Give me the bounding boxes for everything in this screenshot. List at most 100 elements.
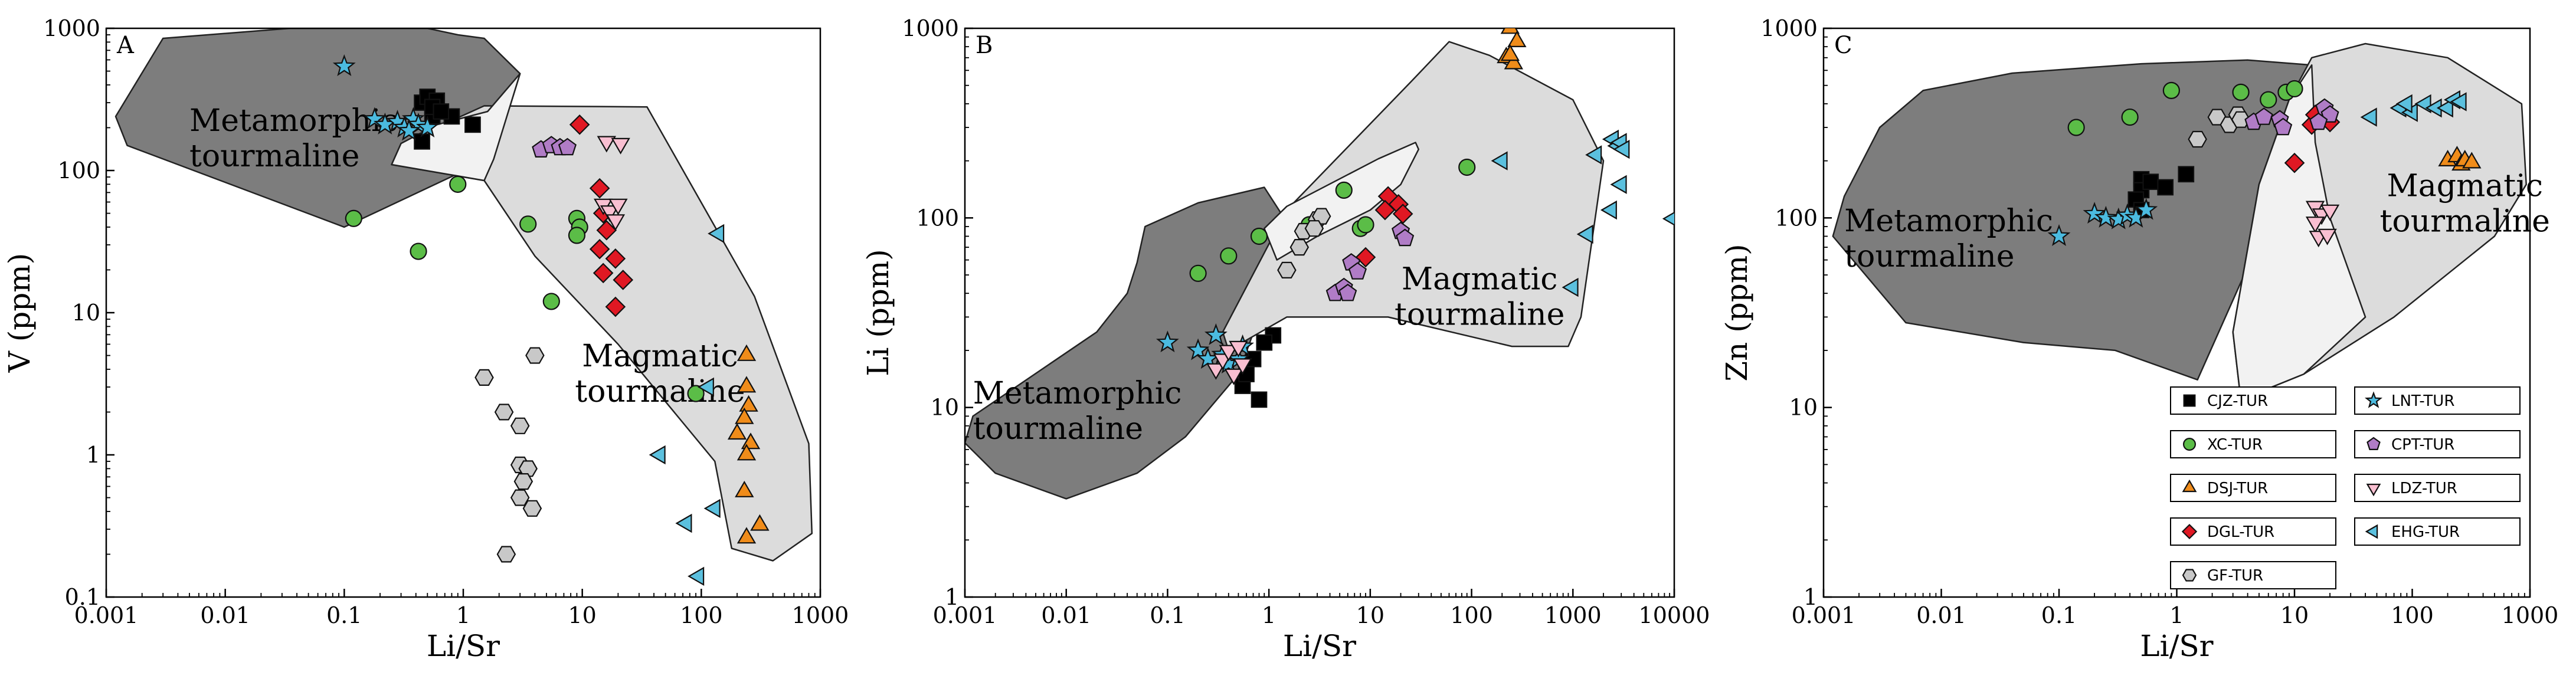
data-point [1355,247,1376,268]
data-point [2135,198,2158,220]
legend-label: DSJ-TUR [2207,480,2268,497]
x-tick-label: 0.01 [1916,602,1966,628]
x-tick-label: 0.1 [2041,602,2077,628]
data-point [2318,228,2337,245]
x-tick-label: 0.01 [1041,602,1091,628]
y-tick-label: 100 [57,158,100,183]
legend-label: CJZ-TUR [2207,392,2268,410]
data-point [1219,345,1239,362]
data-point [1348,262,1367,280]
data-point [1304,220,1324,237]
legend-marker [2182,479,2197,493]
legend-marker [2364,391,2383,408]
field-regions [965,41,1605,500]
data-point [2320,204,2340,221]
y-tick-label: 100 [916,205,959,231]
data-point [2083,202,2106,224]
legend-item-lnt-tur: LNT-TUR [2354,386,2521,415]
series-cpt-tur [2244,98,2339,136]
data-point [1189,264,1207,282]
data-point [1206,363,1226,380]
legend-item-gf-tur: GF-TUR [2170,561,2336,589]
data-point [1585,145,1602,165]
data-point [2360,107,2377,127]
x-axis-title: Li/Sr [1283,629,1356,663]
x-tick-label: 1 [1262,602,1276,628]
x-tick-label: 0.001 [74,602,139,628]
x-tick-label: 10 [568,602,596,628]
data-point [1458,158,1476,176]
data-point [735,407,754,424]
legend-box [2170,474,2336,502]
data-point [522,500,542,517]
data-point [1338,283,1357,301]
data-point [397,119,421,141]
data-point [1613,139,1630,159]
data-point [1576,224,1593,244]
y-tick-label: 10 [1789,395,1818,421]
panel-A: 0.001 0.01 0.1 1 10 100 1000 0.1 1 10 100 1000 Li/Sr… [2,15,849,663]
series-dgl-tur [569,114,634,317]
y-tick-label: 1000 [43,15,100,41]
data-point [1562,277,1579,297]
series-gf-tur [1277,208,1331,278]
data-point [2305,217,2325,234]
legend-marker [2366,483,2381,497]
field-label-magmatic: tourmaline [575,374,745,409]
x-tick-label: 100 [680,602,723,628]
data-points [1156,28,1674,408]
data-point [2178,166,2195,183]
data-point [611,137,630,155]
field-regions [114,28,813,562]
panel-letter: C [1834,32,1852,59]
data-point [1289,239,1310,256]
legend-marker [2183,437,2197,451]
legend-marker [2366,437,2381,451]
legend-marker [2182,569,2197,582]
data-point [518,460,538,477]
legend-label: DGL-TUR [2207,523,2274,541]
data-point [589,238,610,260]
field-label-magmatic: Magmatic [1402,261,1558,297]
data-point [596,219,617,241]
y-axis-title: V (ppm) [2,253,37,373]
data-point [1374,199,1396,221]
data-point [737,344,757,361]
data-point [1335,181,1353,199]
y-axis-title: Li (ppm) [861,249,895,376]
y-tick-label: 1000 [902,15,959,41]
series-ehg-tur [2360,90,2467,127]
legend-box [2170,517,2336,546]
data-point [1256,334,1273,351]
series-cpt-tur [532,136,577,158]
data-point [464,116,481,133]
data-point [2436,98,2453,118]
x-tick-label: 0.01 [200,602,250,628]
legend: CJZ-TUR XC-TUR DSJ-TUR DGL-TUR GF-TUR LNT-TUR… [2170,386,2521,589]
data-point [1156,330,1179,353]
legend-item-cpt-tur: CPT-TUR [2354,430,2521,458]
data-point [363,107,387,129]
data-point [1186,338,1210,360]
y-tick-label: 10 [931,395,959,421]
series-xc-tur [345,175,705,402]
x-axis-title: Li/Sr [2140,629,2213,663]
legend-marker [2365,524,2378,539]
data-point [2142,173,2159,191]
data-point [2260,91,2277,109]
data-point [496,546,516,563]
data-point [605,296,626,317]
series-dsj-tur [1497,28,1527,70]
legend-item-cjz-tur: CJZ-TUR [2170,386,2336,415]
x-tick-label: 1000 [2502,602,2559,628]
x-tick-label: 1 [456,602,470,628]
data-point [2094,205,2117,228]
data-point [737,444,757,461]
series-lnt-tur [2047,198,2158,246]
data-point [703,499,721,519]
x-tick-label: 1000 [792,602,849,628]
legend-label: CPT-TUR [2391,436,2454,454]
y-tick-label: 100 [1775,205,1818,231]
series-dsj-tur [2438,146,2482,171]
x-tick-label: 10 [1356,602,1384,628]
